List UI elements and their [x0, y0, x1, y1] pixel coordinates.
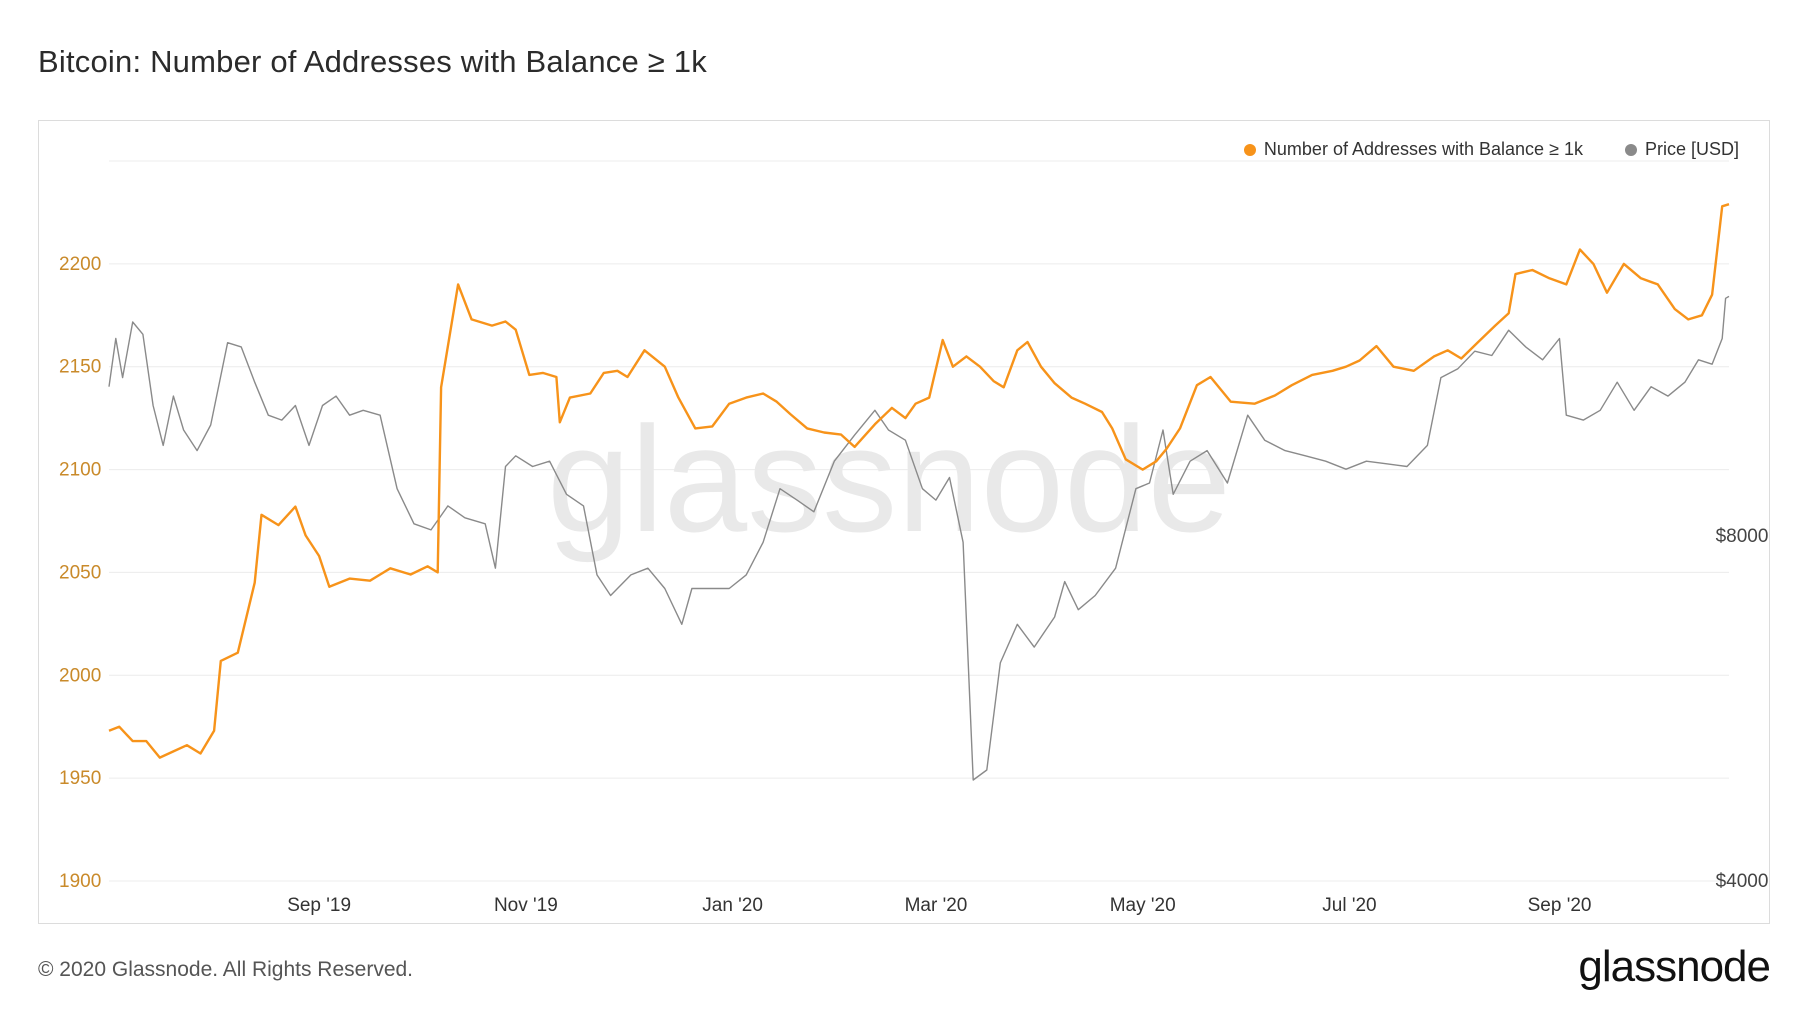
- y-left-tick-label: 2000: [59, 665, 101, 686]
- y-left-tick-label: 2200: [59, 254, 101, 275]
- legend-dot-price: [1624, 143, 1637, 156]
- x-tick-label: Jan '20: [702, 895, 763, 916]
- x-tick-label: Nov '19: [494, 895, 558, 916]
- y-right-tick-label: $8000: [1716, 526, 1769, 547]
- x-tick-label: Sep '19: [287, 895, 351, 916]
- chart-panel: glassnode 1900 1950 2000 2050 2100 2150 2200 $40…: [38, 120, 1770, 924]
- chart-title: Bitcoin: Number of Addresses with Balanc…: [38, 44, 707, 79]
- y-left-tick-label: 2150: [59, 357, 101, 378]
- x-tick-label: Jul '20: [1322, 895, 1376, 916]
- legend-item-price[interactable]: Price [USD]: [1624, 139, 1739, 160]
- y-left-tick-label: 1950: [59, 768, 101, 789]
- series-line-price: [108, 295, 1730, 781]
- x-tick-label: Sep '20: [1528, 895, 1592, 916]
- chart-legend: Number of Addresses with Balance ≥ 1k Pr…: [1243, 139, 1739, 160]
- series-line-addresses: [108, 203, 1730, 759]
- legend-label-price: Price [USD]: [1644, 139, 1739, 159]
- copyright-text: © 2020 Glassnode. All Rights Reserved.: [38, 958, 414, 981]
- legend-label-addresses: Number of Addresses with Balance ≥ 1k: [1263, 139, 1583, 159]
- glassnode-logo[interactable]: glassnode: [1578, 942, 1771, 991]
- y-left-tick-label: 2100: [59, 460, 101, 481]
- x-tick-label: May '20: [1110, 895, 1176, 916]
- x-tick-label: Mar '20: [905, 895, 968, 916]
- watermark-text: glassnode: [547, 395, 1231, 563]
- y-left-tick-label: 1900: [59, 871, 101, 892]
- chart-svg: glassnode 1900 1950 2000 2050 2100 2150 2200 $40…: [59, 160, 1769, 916]
- legend-dot-addresses: [1243, 143, 1256, 156]
- y-left-tick-label: 2050: [59, 562, 101, 583]
- legend-item-addresses[interactable]: Number of Addresses with Balance ≥ 1k: [1243, 139, 1583, 160]
- y-right-tick-label: $4000: [1716, 871, 1769, 892]
